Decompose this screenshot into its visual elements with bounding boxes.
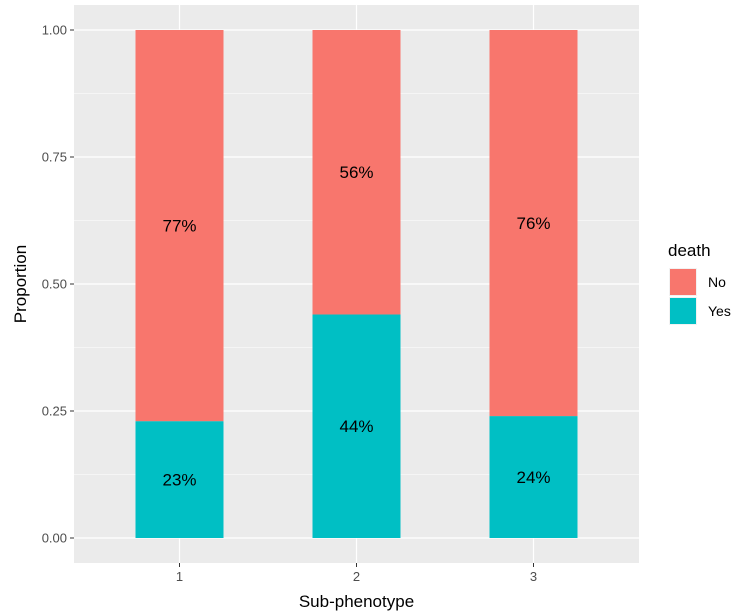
bar-yes-2 bbox=[312, 314, 401, 538]
bars bbox=[135, 30, 578, 538]
bar-label-no-3: 76% bbox=[516, 214, 550, 233]
x-tick-label: 3 bbox=[530, 569, 537, 584]
bar-no-1 bbox=[135, 30, 224, 422]
bar-no-2 bbox=[312, 30, 401, 315]
x-tick-label: 2 bbox=[353, 569, 360, 584]
legend-label-yes: Yes bbox=[708, 303, 731, 319]
y-axis-title: Proportion bbox=[11, 245, 30, 323]
legend-swatch-yes bbox=[670, 298, 696, 324]
bar-label-yes-2: 44% bbox=[339, 417, 373, 436]
y-axis: 0.00 0.25 0.50 0.75 1.00 bbox=[42, 23, 74, 546]
legend-swatch-no bbox=[670, 269, 696, 295]
bar-label-yes-3: 24% bbox=[516, 468, 550, 487]
y-tick-label: 0.25 bbox=[42, 404, 67, 419]
legend-label-no: No bbox=[708, 274, 726, 290]
bar-labels: 23% 77% 44% 56% 24% 76% bbox=[162, 163, 550, 489]
y-tick-label: 0.00 bbox=[42, 531, 67, 546]
legend: death No Yes bbox=[668, 241, 731, 325]
bar-yes-3 bbox=[489, 416, 578, 538]
x-axis: 1 2 3 bbox=[176, 563, 537, 584]
bar-label-yes-1: 23% bbox=[162, 471, 196, 490]
y-tick-label: 1.00 bbox=[42, 23, 67, 38]
bar-no-3 bbox=[489, 30, 578, 417]
x-tick-label: 1 bbox=[176, 569, 183, 584]
bar-yes-1 bbox=[135, 421, 224, 538]
bar-label-no-1: 77% bbox=[162, 217, 196, 236]
x-axis-title: Sub-phenotype bbox=[299, 592, 414, 611]
y-tick-label: 0.75 bbox=[42, 150, 67, 165]
y-tick-label: 0.50 bbox=[42, 277, 67, 292]
legend-title: death bbox=[668, 241, 711, 260]
bar-label-no-2: 56% bbox=[339, 163, 373, 182]
